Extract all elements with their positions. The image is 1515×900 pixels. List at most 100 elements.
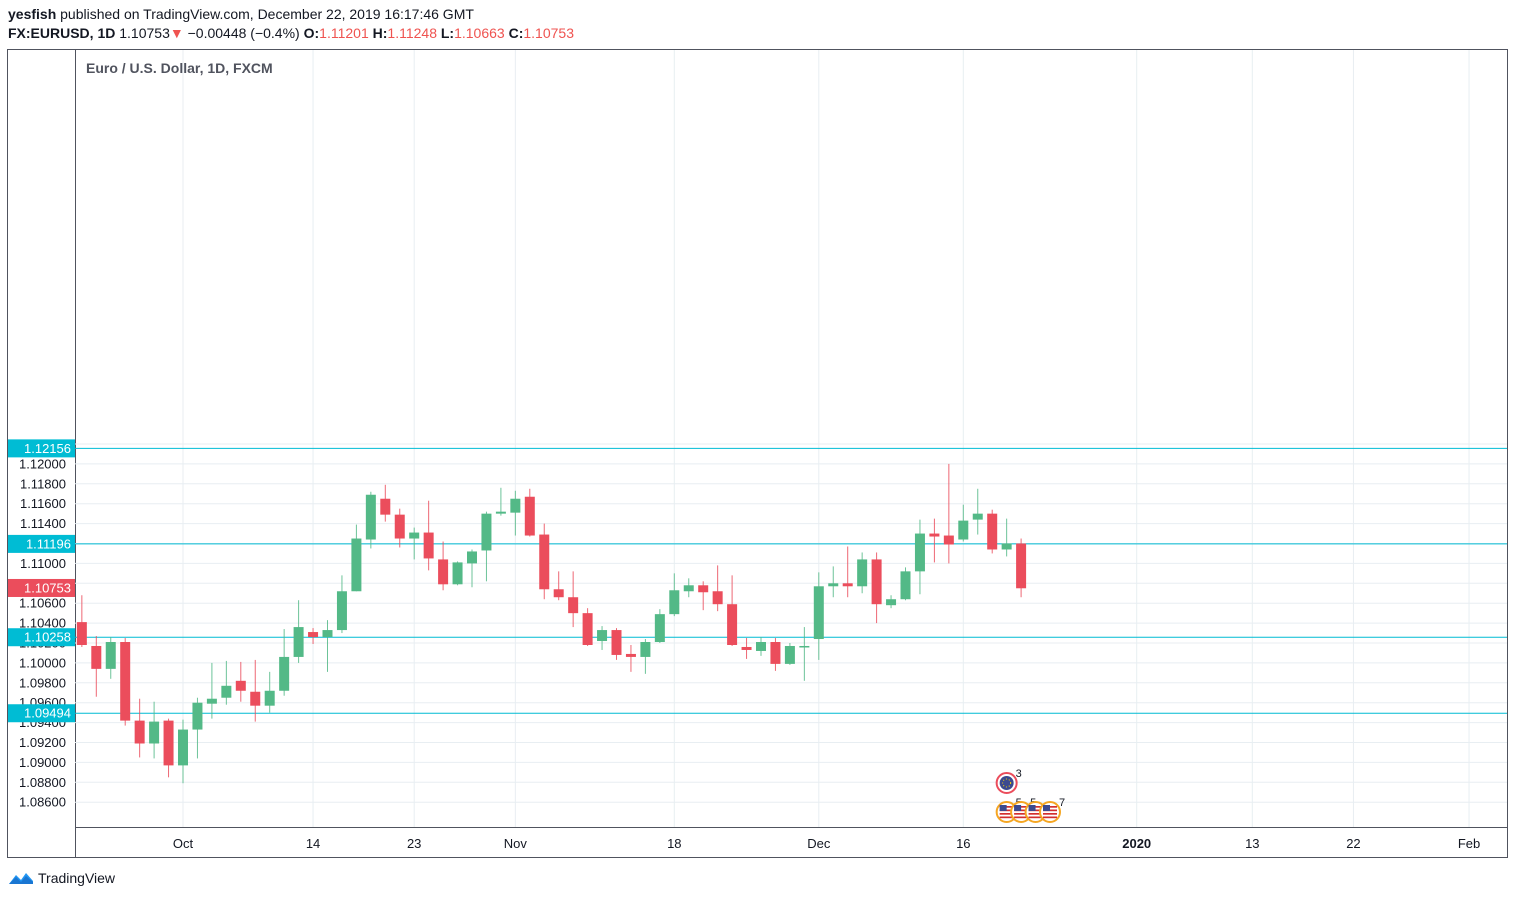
candle[interactable]	[756, 637, 766, 656]
x-axis[interactable]: Oct 14 23 Nov 18 Dec 16 2020 13 22 Feb	[173, 836, 1480, 851]
candle[interactable]	[336, 575, 347, 634]
candle[interactable]	[322, 620, 333, 672]
candle[interactable]	[452, 561, 463, 586]
author-name[interactable]: yesfish	[8, 6, 57, 22]
y-tick-label: 1.09800	[19, 675, 66, 690]
candle[interactable]	[568, 571, 579, 628]
candle[interactable]	[495, 487, 506, 516]
candle[interactable]	[625, 644, 636, 672]
candle[interactable]	[987, 509, 998, 554]
candle[interactable]	[857, 552, 868, 594]
down-arrow-icon: ▼	[169, 25, 184, 41]
us-flag-event-icon[interactable]: 7	[1039, 797, 1065, 823]
candle[interactable]	[553, 571, 564, 601]
candle[interactable]	[481, 511, 492, 582]
candle[interactable]	[409, 527, 420, 560]
candle-body	[178, 729, 188, 766]
candle[interactable]	[380, 484, 391, 522]
candle[interactable]	[770, 638, 781, 671]
candle[interactable]	[597, 626, 608, 650]
candle[interactable]	[914, 519, 925, 595]
candle[interactable]	[221, 660, 232, 705]
candle[interactable]	[929, 518, 940, 563]
candle[interactable]	[351, 524, 362, 592]
us-canton	[1043, 805, 1050, 811]
candle[interactable]	[264, 671, 275, 713]
candle-body	[394, 514, 405, 539]
candle-body	[1016, 543, 1027, 589]
candle[interactable]	[206, 662, 217, 719]
candle-body	[914, 533, 925, 572]
candle[interactable]	[1016, 538, 1027, 598]
candle[interactable]	[438, 541, 449, 591]
candle[interactable]	[698, 581, 709, 611]
candle[interactable]	[76, 595, 87, 647]
candle[interactable]	[539, 523, 550, 600]
candle[interactable]	[813, 572, 824, 660]
candle[interactable]	[799, 627, 810, 681]
candle[interactable]	[582, 608, 593, 646]
eu-flag-event-icon[interactable]: 3	[995, 768, 1022, 794]
candle[interactable]	[886, 595, 897, 609]
horizontal-line-price-tag	[8, 534, 75, 553]
candle[interactable]	[308, 628, 319, 644]
candle[interactable]	[163, 718, 174, 778]
candle[interactable]	[900, 567, 911, 601]
candlestick-chart[interactable]: 1.086001.088001.090001.092001.094001.096…	[8, 50, 1507, 857]
candle[interactable]	[654, 609, 665, 643]
candle[interactable]	[958, 504, 969, 542]
candle[interactable]	[120, 638, 131, 726]
candle-body	[206, 698, 217, 704]
candle[interactable]	[611, 628, 622, 660]
footer-brand[interactable]: TradingView	[38, 870, 116, 886]
event-count: 3	[1016, 768, 1022, 780]
candle[interactable]	[784, 643, 795, 665]
candle[interactable]	[423, 500, 434, 571]
candle[interactable]	[149, 701, 160, 759]
candle[interactable]	[467, 549, 477, 588]
candle[interactable]	[105, 637, 116, 679]
candle[interactable]	[842, 546, 853, 598]
price-labels: 1.12156 1.11196 1.10258 1.09494 1.10753	[8, 439, 75, 723]
candle[interactable]	[365, 491, 376, 549]
x-tick-label: 18	[667, 836, 681, 851]
candle[interactable]	[394, 508, 405, 548]
candle-body	[712, 591, 723, 605]
candle-body	[698, 585, 709, 593]
us-stripe	[1014, 816, 1029, 819]
chart-area[interactable]: 1.08600 1.08800 1.09000 1.09200 1.09400 1.096…	[7, 49, 1508, 858]
horizontal-line-price-tag	[8, 628, 75, 647]
candle[interactable]	[1001, 518, 1012, 557]
candle[interactable]	[669, 573, 680, 617]
candle[interactable]	[235, 661, 246, 702]
candle-body	[481, 513, 492, 551]
candles[interactable]	[76, 463, 1027, 784]
candle[interactable]	[279, 629, 290, 696]
candle[interactable]	[640, 639, 651, 674]
candle[interactable]	[178, 719, 188, 784]
candle[interactable]	[741, 638, 752, 659]
candle-body	[784, 645, 795, 664]
candle[interactable]	[192, 697, 203, 759]
candle[interactable]	[871, 552, 882, 624]
candle[interactable]	[727, 575, 738, 646]
y-axis[interactable]: 1.086001.088001.090001.092001.094001.096…	[19, 437, 66, 810]
candle-body	[91, 645, 102, 669]
candle[interactable]	[828, 566, 839, 598]
candle[interactable]	[524, 488, 535, 537]
event-count: 7	[1059, 797, 1065, 809]
candle[interactable]	[91, 636, 102, 697]
x-tick-label: Dec	[807, 836, 831, 851]
candle[interactable]	[943, 463, 954, 564]
candle[interactable]	[250, 659, 261, 722]
candle[interactable]	[134, 698, 145, 758]
candle[interactable]	[510, 490, 521, 536]
candle[interactable]	[972, 488, 983, 535]
horizontal-lines[interactable]	[75, 447, 1507, 714]
x-tick-label: 22	[1346, 836, 1360, 851]
candle[interactable]	[712, 565, 723, 612]
horizontal-line-price-tag	[8, 439, 75, 458]
candle[interactable]	[293, 600, 304, 663]
candle[interactable]	[683, 578, 694, 598]
economic-events[interactable]: 3557	[995, 768, 1065, 823]
